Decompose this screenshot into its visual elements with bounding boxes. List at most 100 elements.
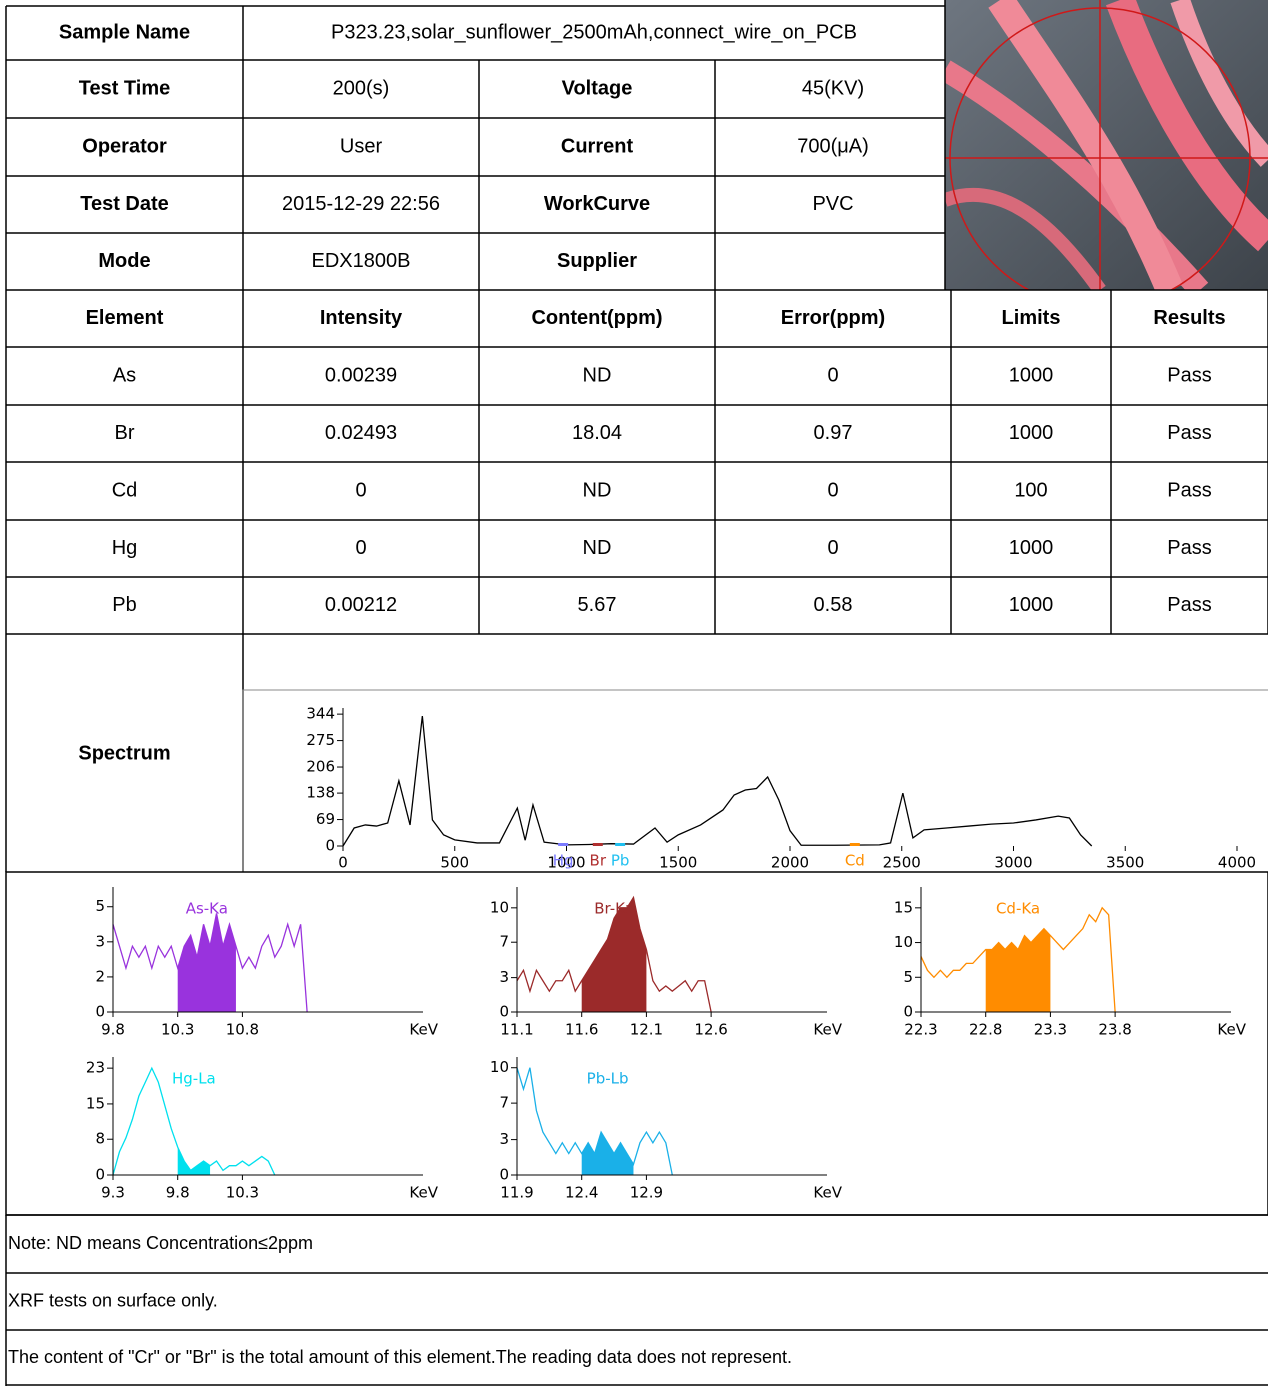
- table-cell: Br: [115, 422, 135, 444]
- marker: [592, 843, 603, 846]
- header-label: Current: [561, 135, 634, 157]
- x-tick-label: 23.8: [1098, 1021, 1131, 1039]
- x-unit: KeV: [813, 1021, 842, 1039]
- x-tick-label: 22.8: [969, 1021, 1002, 1039]
- peak-label: Pb-Lb: [587, 1070, 629, 1088]
- header-value: 200(s): [333, 77, 390, 99]
- y-tick-label: 15: [86, 1094, 105, 1112]
- y-tick-label: 10: [894, 933, 913, 951]
- table-cell: 0: [827, 537, 838, 559]
- y-tick-label: 0: [903, 1003, 913, 1021]
- highlight-area: [177, 913, 236, 1012]
- header-value: EDX1800B: [312, 250, 411, 272]
- highlight-area: [581, 1132, 634, 1175]
- peak-label: Cd-Ka: [996, 900, 1040, 918]
- column-header: Intensity: [320, 307, 403, 329]
- spectrum-frame: [242, 689, 1268, 873]
- note: Note: ND means Concentration≤2ppm: [8, 1233, 313, 1253]
- marker-label: Cd: [845, 852, 865, 870]
- header-label: Test Date: [80, 193, 169, 215]
- peak-label: As-Ka: [186, 900, 228, 918]
- y-tick-label: 7: [499, 1094, 509, 1112]
- y-tick-label: 344: [306, 705, 335, 723]
- table-cell: ND: [583, 364, 612, 386]
- header-label: Test Time: [79, 77, 171, 99]
- spectrum-line: [516, 895, 712, 1013]
- y-tick-label: 275: [306, 731, 335, 749]
- spectrum-label: Spectrum: [78, 742, 170, 764]
- x-tick-label: 11.6: [565, 1021, 598, 1039]
- marker: [849, 843, 860, 846]
- spectrum-line: [920, 906, 1116, 1013]
- y-tick-label: 0: [325, 837, 335, 855]
- x-tick-label: 10.3: [161, 1021, 194, 1039]
- table-cell: 0.97: [814, 422, 853, 444]
- table-cell: ND: [583, 479, 612, 501]
- x-tick-label: 3500: [1106, 854, 1144, 872]
- table-cell: Pass: [1167, 537, 1211, 559]
- x-tick-label: 12.9: [630, 1184, 663, 1202]
- x-unit: KeV: [409, 1184, 438, 1202]
- x-unit: KeV: [1217, 1021, 1246, 1039]
- x-tick-label: 12.6: [694, 1021, 727, 1039]
- x-tick-label: 2000: [771, 854, 809, 872]
- header-value: PVC: [812, 193, 853, 215]
- marker-label: Pb: [611, 852, 630, 870]
- spectrum-line: [342, 715, 1093, 847]
- table-cell: Pb: [112, 594, 136, 616]
- column-header: Error(ppm): [781, 307, 885, 329]
- table-cell: 0.02493: [325, 422, 397, 444]
- x-tick-label: 11.9: [500, 1184, 533, 1202]
- header-label: Voltage: [562, 77, 633, 99]
- header-value: 2015-12-29 22:56: [282, 193, 440, 215]
- highlight-area: [581, 897, 647, 1012]
- x-tick-label: 1000: [547, 854, 585, 872]
- column-header: Results: [1153, 307, 1225, 329]
- y-tick-label: 5: [95, 897, 105, 915]
- y-tick-label: 3: [499, 1130, 509, 1148]
- spectrum-line: [112, 1066, 276, 1176]
- x-tick-label: 2500: [883, 854, 921, 872]
- x-unit: KeV: [409, 1021, 438, 1039]
- table-cell: As: [113, 364, 136, 386]
- marker: [558, 843, 569, 846]
- y-tick-label: 5: [903, 968, 913, 986]
- y-tick-label: 0: [499, 1003, 509, 1021]
- y-tick-label: 69: [316, 810, 335, 828]
- table-cell: Hg: [112, 537, 138, 559]
- x-tick-label: 4000: [1218, 854, 1256, 872]
- x-tick-label: 9.3: [101, 1184, 125, 1202]
- x-tick-label: 12.4: [565, 1184, 598, 1202]
- x-tick-label: 9.8: [101, 1021, 125, 1039]
- y-tick-label: 7: [499, 933, 509, 951]
- table-cell: Cd: [112, 479, 138, 501]
- header-value: 700(μA): [797, 135, 869, 157]
- note: The content of "Cr" or "Br" is the total…: [8, 1347, 792, 1367]
- y-tick-label: 10: [490, 1058, 509, 1076]
- y-tick-label: 0: [95, 1166, 105, 1184]
- table-cell: 0.00212: [325, 594, 397, 616]
- header-label: Operator: [82, 135, 167, 157]
- table-cell: 0: [355, 479, 366, 501]
- spectrum-line: [112, 913, 308, 1013]
- table-cell: 0: [827, 364, 838, 386]
- table-cell: 1000: [1009, 364, 1054, 386]
- header-value: User: [340, 135, 383, 157]
- y-tick-label: 10: [490, 898, 509, 916]
- table-cell: 1000: [1009, 422, 1054, 444]
- y-tick-label: 138: [306, 784, 335, 802]
- table-cell: Pass: [1167, 422, 1211, 444]
- highlight-area: [985, 928, 1051, 1012]
- table-cell: 0: [827, 479, 838, 501]
- y-tick-label: 3: [499, 968, 509, 986]
- table-cell: ND: [583, 537, 612, 559]
- table-cell: 1000: [1009, 594, 1054, 616]
- header-label: Sample Name: [59, 21, 190, 43]
- x-tick-label: 10.3: [226, 1184, 259, 1202]
- header-value: P323.23,solar_sunflower_2500mAh,connect_…: [331, 21, 857, 43]
- table-cell: Pass: [1167, 479, 1211, 501]
- y-tick-label: 15: [894, 898, 913, 916]
- column-header: Element: [86, 307, 164, 329]
- y-tick-label: 2: [95, 967, 105, 985]
